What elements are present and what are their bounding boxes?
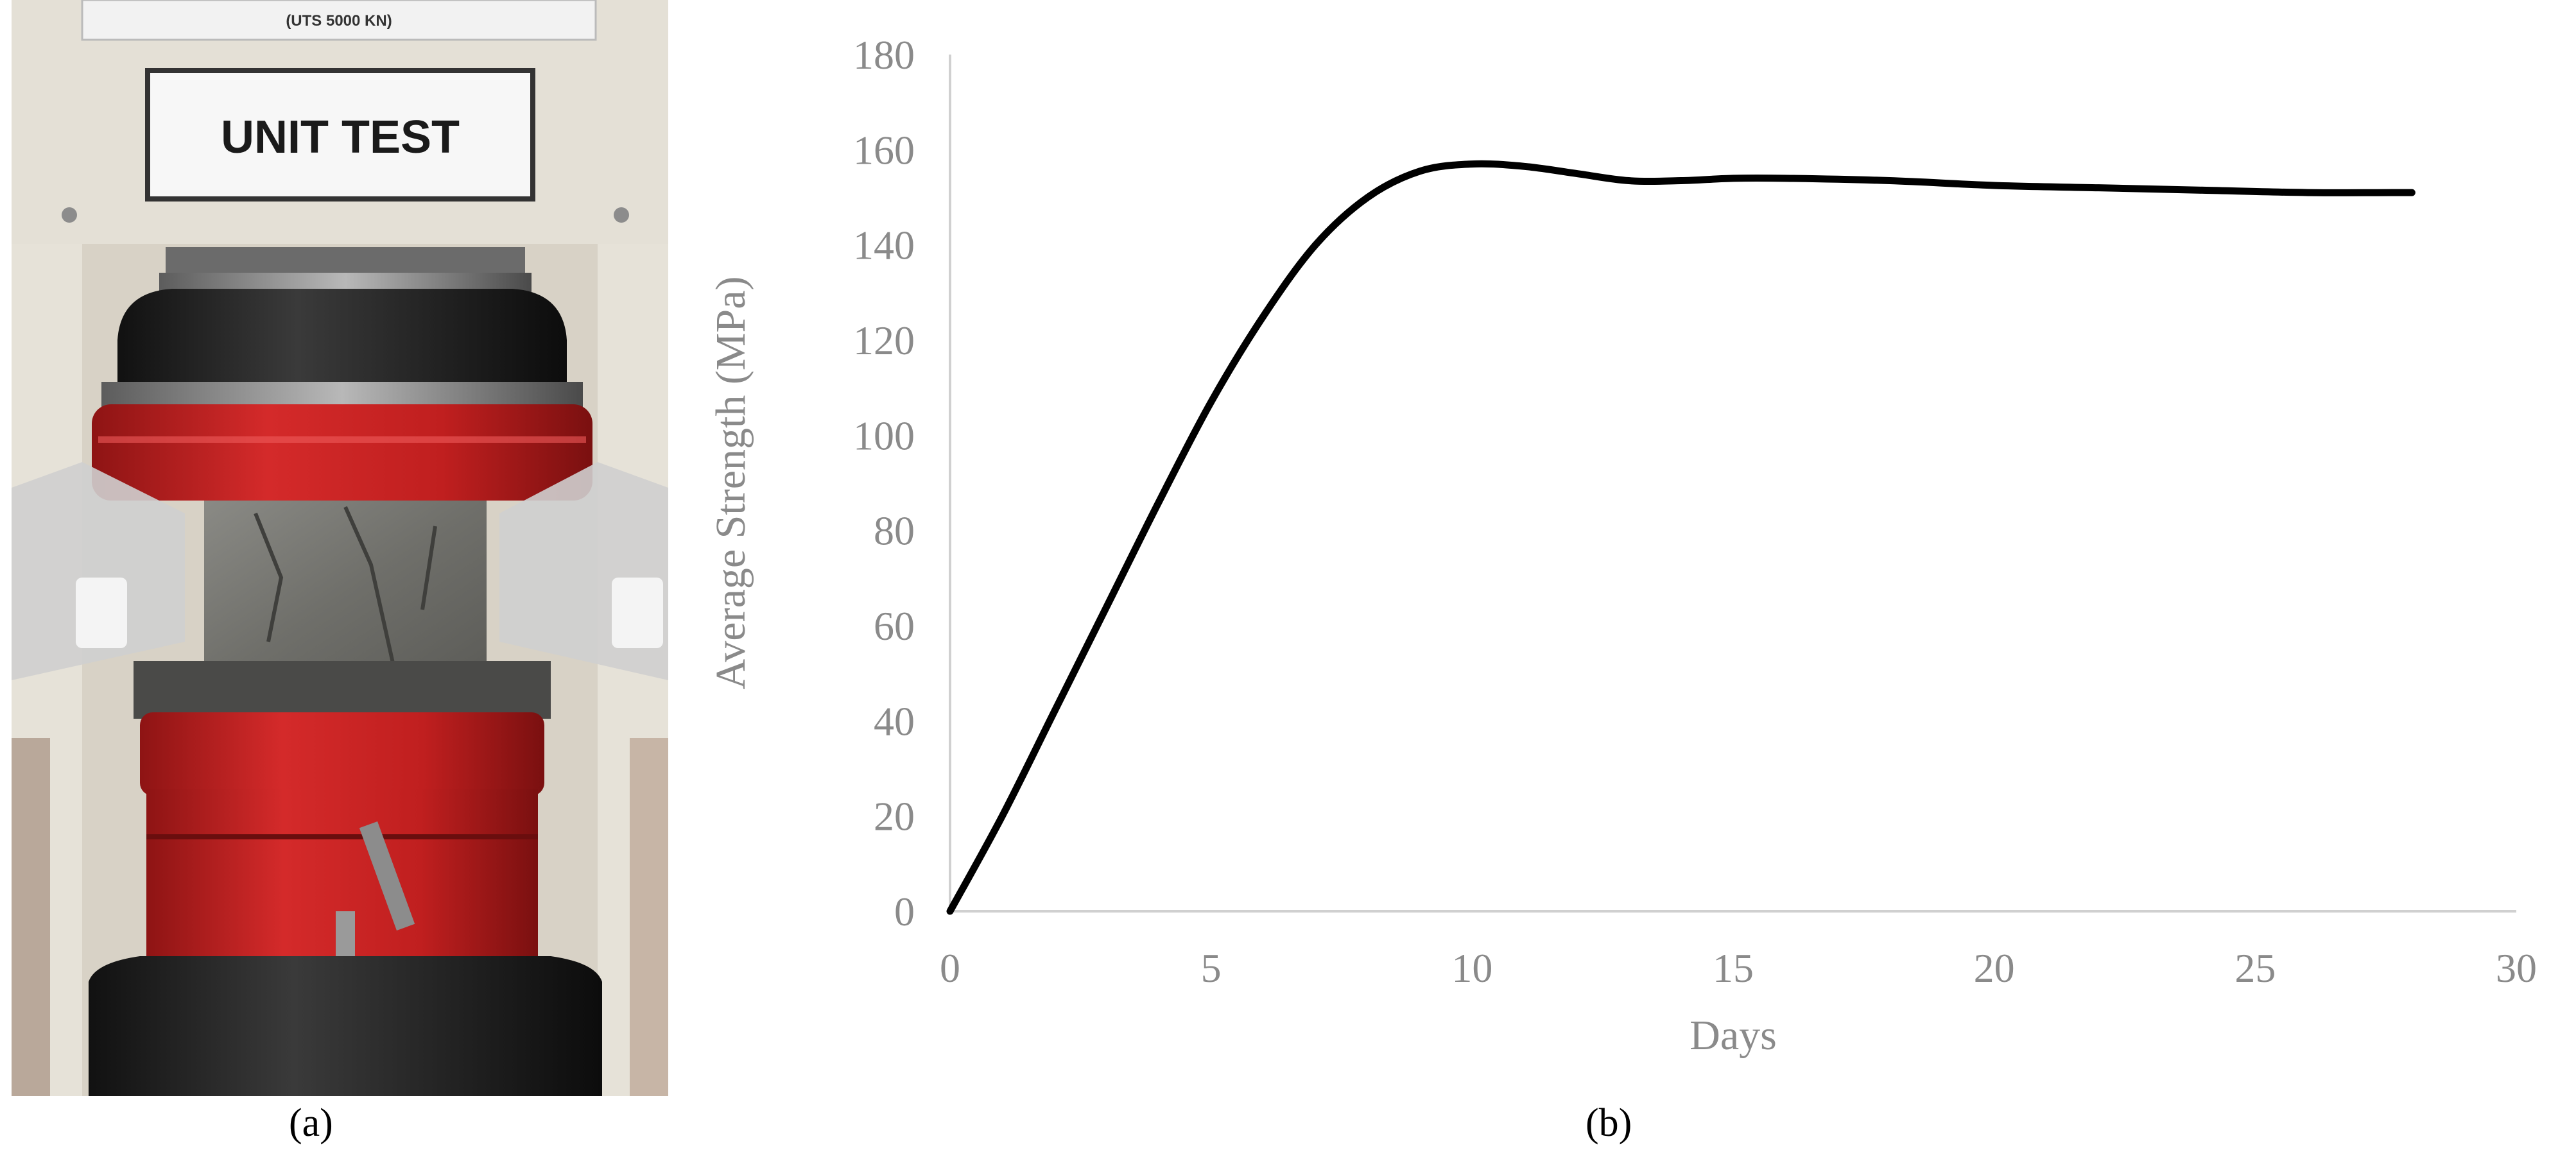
x-axis-label: Days bbox=[1690, 1012, 1777, 1059]
strength-chart: 0 20 40 60 80 100 120 140 160 180 0 5 10 15 20 25 30 Av… bbox=[674, 0, 2576, 1172]
y-axis: 0 20 40 60 80 100 120 140 160 180 bbox=[853, 32, 951, 934]
x-tick-label: 20 bbox=[1974, 945, 2015, 991]
x-tick-label: 30 bbox=[2496, 945, 2537, 991]
x-axis: 0 5 10 15 20 25 30 bbox=[940, 910, 2537, 991]
y-tick-label: 40 bbox=[874, 698, 915, 744]
y-tick-label: 140 bbox=[853, 223, 915, 268]
sign-text: UNIT TEST bbox=[221, 112, 460, 163]
y-tick-label: 120 bbox=[853, 318, 915, 363]
y-tick-label: 60 bbox=[874, 603, 915, 649]
y-tick-label: 20 bbox=[874, 794, 915, 839]
plate-text: (UTS 5000 KN) bbox=[286, 12, 392, 30]
y-tick-label: 160 bbox=[853, 127, 915, 173]
x-tick-label: 25 bbox=[2235, 945, 2276, 991]
photo-illustration: (UTS 5000 KN) UNIT TEST bbox=[12, 0, 668, 1096]
y-tick-label: 0 bbox=[894, 889, 915, 934]
y-tick-label: 180 bbox=[853, 32, 915, 78]
series-group bbox=[946, 160, 2416, 915]
caption-a: (a) bbox=[289, 1101, 333, 1145]
caption-b: (b) bbox=[1586, 1101, 1632, 1145]
y-tick-label: 80 bbox=[874, 508, 915, 554]
x-tick-label: 15 bbox=[1713, 945, 1754, 991]
x-tick-label: 5 bbox=[1201, 945, 1222, 991]
chart-svg: 0 20 40 60 80 100 120 140 160 180 0 5 10 15 20 25 30 Av… bbox=[707, 32, 2537, 1059]
series-line bbox=[946, 160, 2416, 915]
x-tick-label: 10 bbox=[1451, 945, 1492, 991]
y-axis-label: Average Strength (MPa) bbox=[707, 277, 754, 690]
x-tick-label: 0 bbox=[940, 945, 960, 991]
test-machine-photo: (UTS 5000 KN) UNIT TEST bbox=[12, 0, 668, 1096]
y-tick-label: 100 bbox=[853, 413, 915, 458]
